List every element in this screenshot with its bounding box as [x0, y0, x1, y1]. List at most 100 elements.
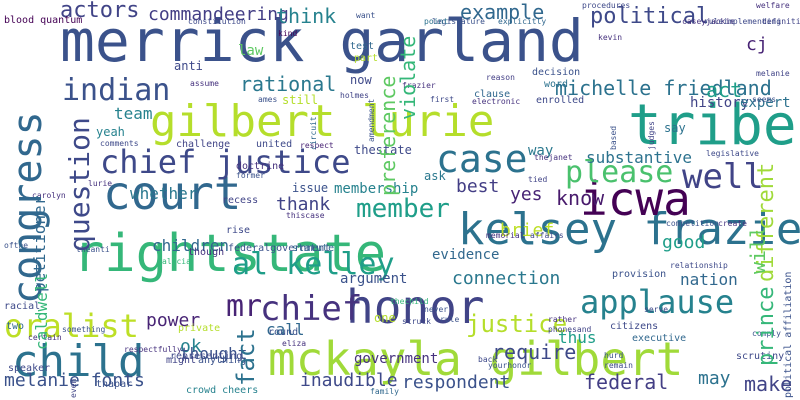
word: kevin [598, 33, 623, 42]
word: procedures [582, 1, 631, 10]
word: assume [190, 79, 219, 88]
word: government [354, 351, 439, 367]
word: competition [666, 219, 719, 228]
word: evidence [432, 247, 500, 263]
word: example [460, 0, 545, 24]
word: mr [226, 289, 263, 324]
word: federal [584, 370, 669, 394]
word: chief [260, 289, 363, 329]
word: enrolled [536, 95, 585, 106]
word: rather [548, 315, 577, 324]
word: prince [754, 286, 779, 366]
word: way [528, 143, 554, 159]
word: test [350, 41, 375, 52]
word: legislature [432, 17, 485, 26]
word: rightstate [73, 224, 387, 284]
word: provision [612, 269, 667, 280]
word: thus [558, 328, 597, 347]
word: serve [644, 305, 669, 314]
word: theanti [76, 245, 110, 254]
word: reason [486, 73, 515, 82]
word: tribe [628, 93, 797, 158]
word: justice [466, 310, 568, 338]
word: political affiliation [783, 271, 794, 398]
word: private [178, 323, 221, 334]
word: memorial [486, 231, 525, 240]
word: melanie [756, 69, 790, 78]
word: membership [334, 181, 419, 197]
word: inaudible [300, 370, 398, 391]
word: eliza [282, 339, 307, 348]
word: cj [746, 34, 768, 55]
word: first [430, 95, 455, 104]
word: act [706, 78, 743, 102]
word: respondent [402, 372, 511, 393]
word: even [69, 378, 78, 398]
word: explicitly [498, 17, 547, 26]
word: know [556, 186, 605, 210]
word: create [718, 219, 747, 228]
word: yeah [96, 125, 125, 139]
word: preference [376, 75, 400, 196]
word: frazier [402, 81, 436, 90]
word: respect [300, 141, 334, 150]
word: respectfully [124, 345, 182, 354]
word: thapar [96, 379, 133, 390]
word: indian [62, 73, 171, 108]
word: al kelley [232, 247, 395, 282]
word: fact [232, 328, 260, 386]
word: icwa [580, 172, 691, 226]
word: mckayla gilbert [268, 332, 684, 386]
word: two [6, 321, 25, 332]
word: make [744, 372, 793, 396]
word: federalgovernment [228, 243, 331, 254]
word: struck [402, 317, 431, 326]
word: history [690, 95, 750, 111]
word: alicia [162, 257, 191, 266]
word: relationship [670, 261, 728, 270]
word: say [664, 121, 686, 135]
word: require [492, 340, 577, 364]
word: kelsey frazier [458, 204, 800, 255]
word: thechild [390, 297, 429, 306]
word: definition [762, 17, 800, 26]
word: statute [292, 243, 335, 254]
word: holmes [340, 91, 369, 100]
word: question [63, 117, 96, 252]
word: electronic [472, 97, 521, 106]
word: whether [130, 184, 198, 203]
word: amendment [367, 98, 376, 142]
word: certain [28, 333, 62, 342]
word: part [354, 53, 379, 64]
word: thejanet [534, 153, 573, 162]
word: citizens [610, 321, 659, 332]
word: something [62, 325, 106, 334]
word: law [238, 43, 264, 59]
word: word [544, 79, 569, 90]
word: connection [452, 268, 561, 289]
word: lurie [88, 179, 113, 188]
word: rise [226, 225, 251, 236]
word: court [103, 166, 242, 220]
word: recess [222, 195, 259, 206]
word: member [356, 194, 450, 224]
word: ask [424, 169, 446, 183]
word: though [188, 247, 225, 258]
word: ok [180, 336, 202, 357]
word: caldwell [32, 272, 51, 350]
word: welfare [756, 1, 790, 10]
word: point [424, 17, 449, 26]
word: violate [396, 35, 420, 120]
word: commandeering [148, 4, 289, 25]
word: yourhonor [488, 361, 532, 370]
word: merrick garland [60, 7, 584, 75]
word: want [356, 11, 376, 20]
word: melanie fonts [4, 370, 145, 391]
word: nation [680, 270, 738, 289]
word: michelle friedland [555, 76, 772, 100]
word: scrutiny [736, 351, 785, 362]
word: call [266, 320, 305, 339]
word: legislative [706, 149, 759, 158]
word: constitution [188, 17, 246, 26]
